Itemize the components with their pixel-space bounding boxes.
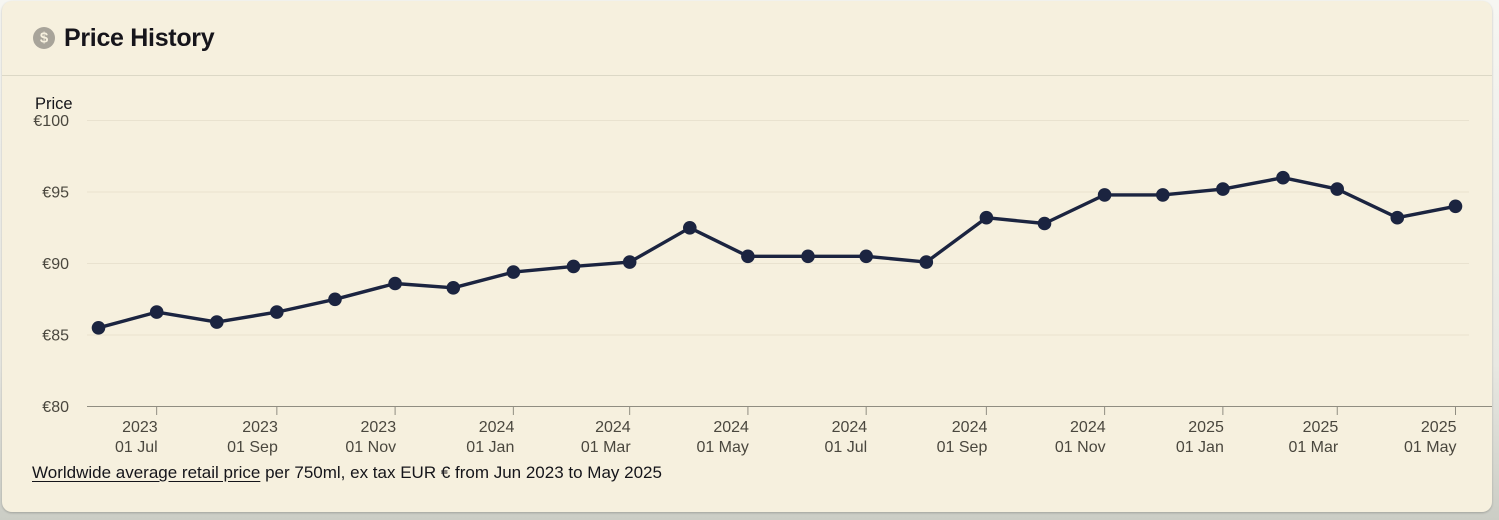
y-tick-label: €100: [33, 113, 69, 130]
data-point[interactable]: [1156, 188, 1170, 202]
y-axis-title: Price: [35, 95, 73, 113]
data-point[interactable]: [1330, 182, 1344, 196]
data-point[interactable]: [388, 276, 402, 291]
x-tick-label-year: 2024: [479, 419, 515, 436]
data-point[interactable]: [622, 255, 637, 269]
price-history-line-chart: Price€100 €95 €90 €85 €80 2023 01 Jul 2023 01 Se…: [33, 95, 1492, 456]
data-point[interactable]: [270, 305, 284, 319]
x-tick-label-year: 2024: [595, 419, 631, 436]
y-tick-label: €80: [42, 399, 69, 416]
x-tick-label-year: 2024: [713, 419, 749, 436]
x-tick-label-day: 01 Jan: [1176, 439, 1224, 456]
x-tick-label-year: 2025: [1421, 419, 1457, 436]
x-tick-label-day: 01 Nov: [345, 439, 396, 456]
data-point[interactable]: [1448, 199, 1463, 214]
y-tick-label: €95: [42, 185, 69, 202]
x-tick-label-year: 2024: [1070, 419, 1106, 436]
data-point[interactable]: [506, 265, 521, 279]
data-point[interactable]: [91, 321, 106, 335]
data-point[interactable]: [1216, 182, 1230, 196]
data-point[interactable]: [566, 259, 581, 274]
card-header: $ Price History: [2, 1, 1492, 76]
dollar-circle-icon: $: [33, 27, 55, 49]
data-point[interactable]: [328, 292, 342, 307]
x-tick-label-day: 01 May: [1404, 439, 1456, 456]
data-point[interactable]: [1097, 188, 1112, 202]
x-tick-label-year: 2025: [1303, 419, 1339, 436]
data-point[interactable]: [919, 255, 934, 269]
x-tick-label-day: 01 Jul: [115, 439, 158, 456]
data-point[interactable]: [210, 315, 224, 329]
y-tick-label: €85: [42, 328, 69, 345]
data-point[interactable]: [741, 249, 755, 264]
price-line: [96, 175, 1458, 330]
x-tick-label-day: 01 Sep: [227, 439, 278, 456]
x-tick-label-year: 2025: [1188, 419, 1224, 436]
x-tick-label-year: 2023: [361, 419, 397, 436]
x-tick-label-year: 2023: [122, 419, 158, 436]
price-history-card: $ Price History Price €100 €95 €90 €85 €80 202…: [2, 1, 1492, 512]
data-point[interactable]: [1390, 210, 1405, 225]
section-title: Price History: [64, 23, 215, 52]
chart-area: Price €100 €95 €90 €85 €80 2023 01 Jul 2023 01 Se…: [2, 76, 1492, 512]
data-point[interactable]: [979, 210, 994, 225]
data-point[interactable]: [1037, 216, 1052, 231]
x-tick-label-day: 01 May: [696, 439, 748, 456]
chart-caption: Worldwide average retail price per 750ml…: [32, 463, 662, 483]
caption-link[interactable]: Worldwide average retail price: [32, 463, 261, 482]
data-point[interactable]: [683, 221, 697, 235]
data-point[interactable]: [859, 249, 873, 264]
x-tick-label-year: 2024: [952, 419, 988, 436]
x-tick-label-day: 01 Jan: [466, 439, 514, 456]
x-tick-label-day: 01 Jul: [824, 439, 867, 456]
dollar-glyph: $: [39, 29, 49, 46]
data-point[interactable]: [149, 305, 164, 319]
x-tick-label-day: 01 Mar: [581, 439, 631, 456]
x-tick-label-day: 01 Mar: [1288, 439, 1338, 456]
data-point[interactable]: [446, 281, 461, 295]
x-tick-label-day: 01 Sep: [937, 439, 988, 456]
x-tick-label-day: 01 Nov: [1055, 439, 1106, 456]
x-tick-label-year: 2023: [242, 419, 278, 436]
caption-text: per 750ml, ex tax EUR € from Jun 2023 to…: [260, 463, 662, 482]
y-tick-label: €90: [42, 256, 69, 273]
data-point[interactable]: [1276, 170, 1290, 185]
x-tick-label-year: 2024: [832, 419, 868, 436]
data-point[interactable]: [801, 249, 815, 264]
